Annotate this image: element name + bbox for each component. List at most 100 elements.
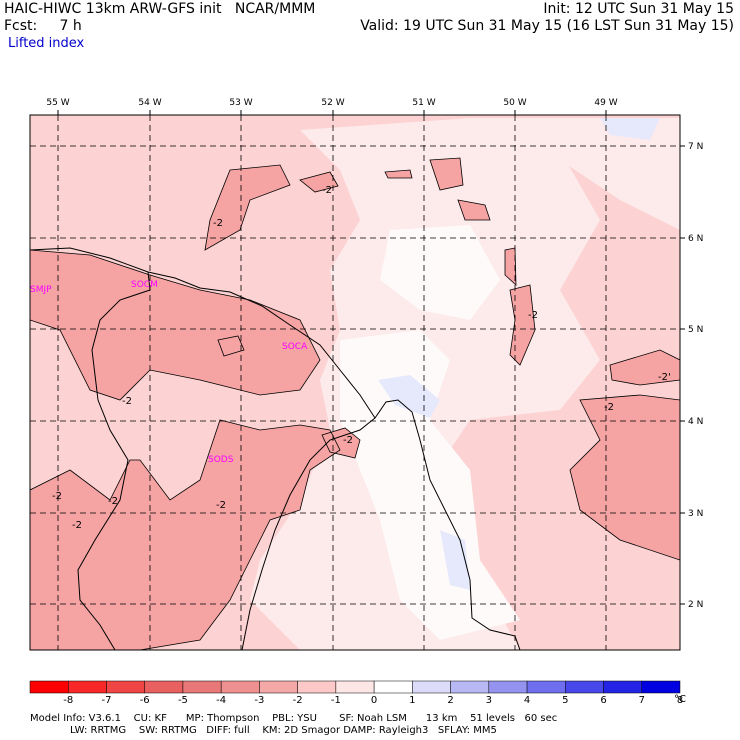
border-suriname-french-guiana: [241, 417, 376, 650]
whitish-region: [340, 330, 520, 640]
contour-label: -2': [658, 372, 671, 383]
station-label: SMJP: [30, 285, 52, 295]
contour-label: -2: [72, 520, 82, 531]
colorbar-swatch: [220, 680, 260, 694]
darker-region: [430, 158, 463, 190]
init-time: Init: 12 UTC Sun 31 May 15: [543, 1, 734, 17]
contour: [384, 169, 413, 179]
colorbar-swatch: [526, 680, 566, 694]
contour: [204, 164, 291, 251]
darker-region: [30, 420, 340, 650]
blue-region: [378, 375, 440, 418]
border-guyana-suriname: [77, 271, 151, 650]
valid-time: Valid: 19 UTC Sun 31 May 15 (16 LST Sun …: [360, 18, 734, 34]
colorbar-swatch: [450, 680, 490, 694]
colorbar-tick-label: 3: [485, 695, 492, 706]
graticule: [30, 115, 680, 650]
darker-region: [30, 250, 320, 400]
lat-label: 7 N: [688, 142, 703, 152]
colorbar: [29, 680, 681, 694]
colorbar-swatch: [565, 680, 604, 694]
colorbar-tick-label: 8: [676, 695, 684, 706]
colorbar-tick-label: -3: [254, 695, 265, 706]
colorbar-swatch: [488, 680, 528, 694]
lon-label: 52 W: [321, 98, 344, 108]
lat-label: 6 N: [688, 234, 703, 244]
station-label: SODS: [208, 455, 234, 465]
colorbar-tick-label: 0: [370, 695, 378, 706]
darker-region: [570, 395, 680, 560]
colorbar-tick-label: -2: [292, 695, 303, 706]
contour-label: -2: [322, 185, 332, 196]
contour: [30, 249, 321, 401]
colorbar-tick-label: 7: [638, 695, 645, 706]
forecast-hour: Fcst: 7 h: [4, 18, 82, 34]
map-frame: [29, 114, 681, 651]
contour: [321, 427, 361, 459]
contour-label: -2: [213, 218, 223, 229]
contour-label: -2: [216, 500, 226, 511]
colorbar-tick-label: 1: [409, 695, 416, 706]
darker-region: [510, 285, 535, 365]
colorbar-tick-label: 6: [600, 695, 607, 706]
contour: [429, 157, 464, 191]
boundaries: [30, 247, 521, 650]
lon-label: 54 W: [138, 98, 161, 108]
header-title: HAIC-HIWC 13km ARW-GFS init NCAR/MMM: [4, 1, 316, 17]
colorbar-swatch: [603, 680, 643, 694]
contour: [30, 419, 341, 650]
colorbar-swatch: [373, 680, 413, 694]
colorbar-tick-label: -4: [216, 695, 227, 706]
model-info-line1: Model Info: V3.6.1 CU: KF MP: Thompson P…: [30, 713, 558, 724]
lon-label: 53 W: [229, 98, 252, 108]
colorbar-swatch: [106, 680, 145, 694]
ticks: [57, 110, 685, 605]
colorbar-tick-label: -6: [139, 695, 150, 706]
darker-region: [385, 170, 412, 178]
contour-label: -2: [343, 435, 353, 446]
colorbar-swatch: [29, 680, 69, 694]
blue-region: [600, 118, 660, 140]
lon-label: 55 W: [46, 98, 69, 108]
contour-label: -2: [108, 496, 118, 507]
contour-label: -2: [52, 491, 62, 502]
contour: [217, 335, 245, 357]
lat-label: 4 N: [688, 417, 703, 427]
field-name: Lifted index: [8, 36, 85, 51]
contour-label: -2: [528, 310, 538, 321]
colorbar-tick-label: 5: [562, 695, 569, 706]
colorbar-tick-label: -5: [177, 695, 188, 706]
colorbar-swatch: [144, 680, 184, 694]
contour-lines: [30, 157, 680, 650]
lon-label: 50 W: [503, 98, 526, 108]
station-label: SOCA: [282, 342, 308, 352]
station-label: SOCM: [131, 280, 158, 290]
light-region: [470, 118, 680, 230]
contour: [609, 349, 680, 386]
colorbar-swatch: [641, 680, 681, 694]
shading-layer: [30, 115, 680, 650]
colorbar-swatch: [182, 680, 222, 694]
colorbar-swatch: [412, 680, 451, 694]
colorbar-unit: °C: [674, 694, 686, 705]
darker-region: [505, 248, 516, 285]
model-info-line2: LW: RRTMG SW: RRTMG DIFF: full KM: 2D Sm…: [70, 725, 497, 736]
contour: [299, 171, 339, 193]
blue-region: [440, 530, 470, 590]
colorbar-tick-label: -7: [101, 695, 112, 706]
lon-label: 51 W: [412, 98, 435, 108]
colorbar-swatch: [67, 680, 107, 694]
contour-label: -2: [604, 402, 614, 413]
colorbar-tick-label: -1: [330, 695, 341, 706]
lat-label: 5 N: [688, 325, 703, 335]
colorbar-swatch: [335, 680, 375, 694]
contour-label: -2: [122, 396, 132, 407]
colorbar-tick-label: 2: [447, 695, 454, 706]
contour: [504, 247, 517, 286]
darker-region: [300, 172, 338, 192]
lon-label: 49 W: [594, 98, 617, 108]
darker-region: [610, 350, 680, 385]
lat-label: 2 N: [688, 600, 703, 610]
colorbar-tick-label: 4: [523, 695, 531, 706]
contour: [569, 394, 680, 561]
